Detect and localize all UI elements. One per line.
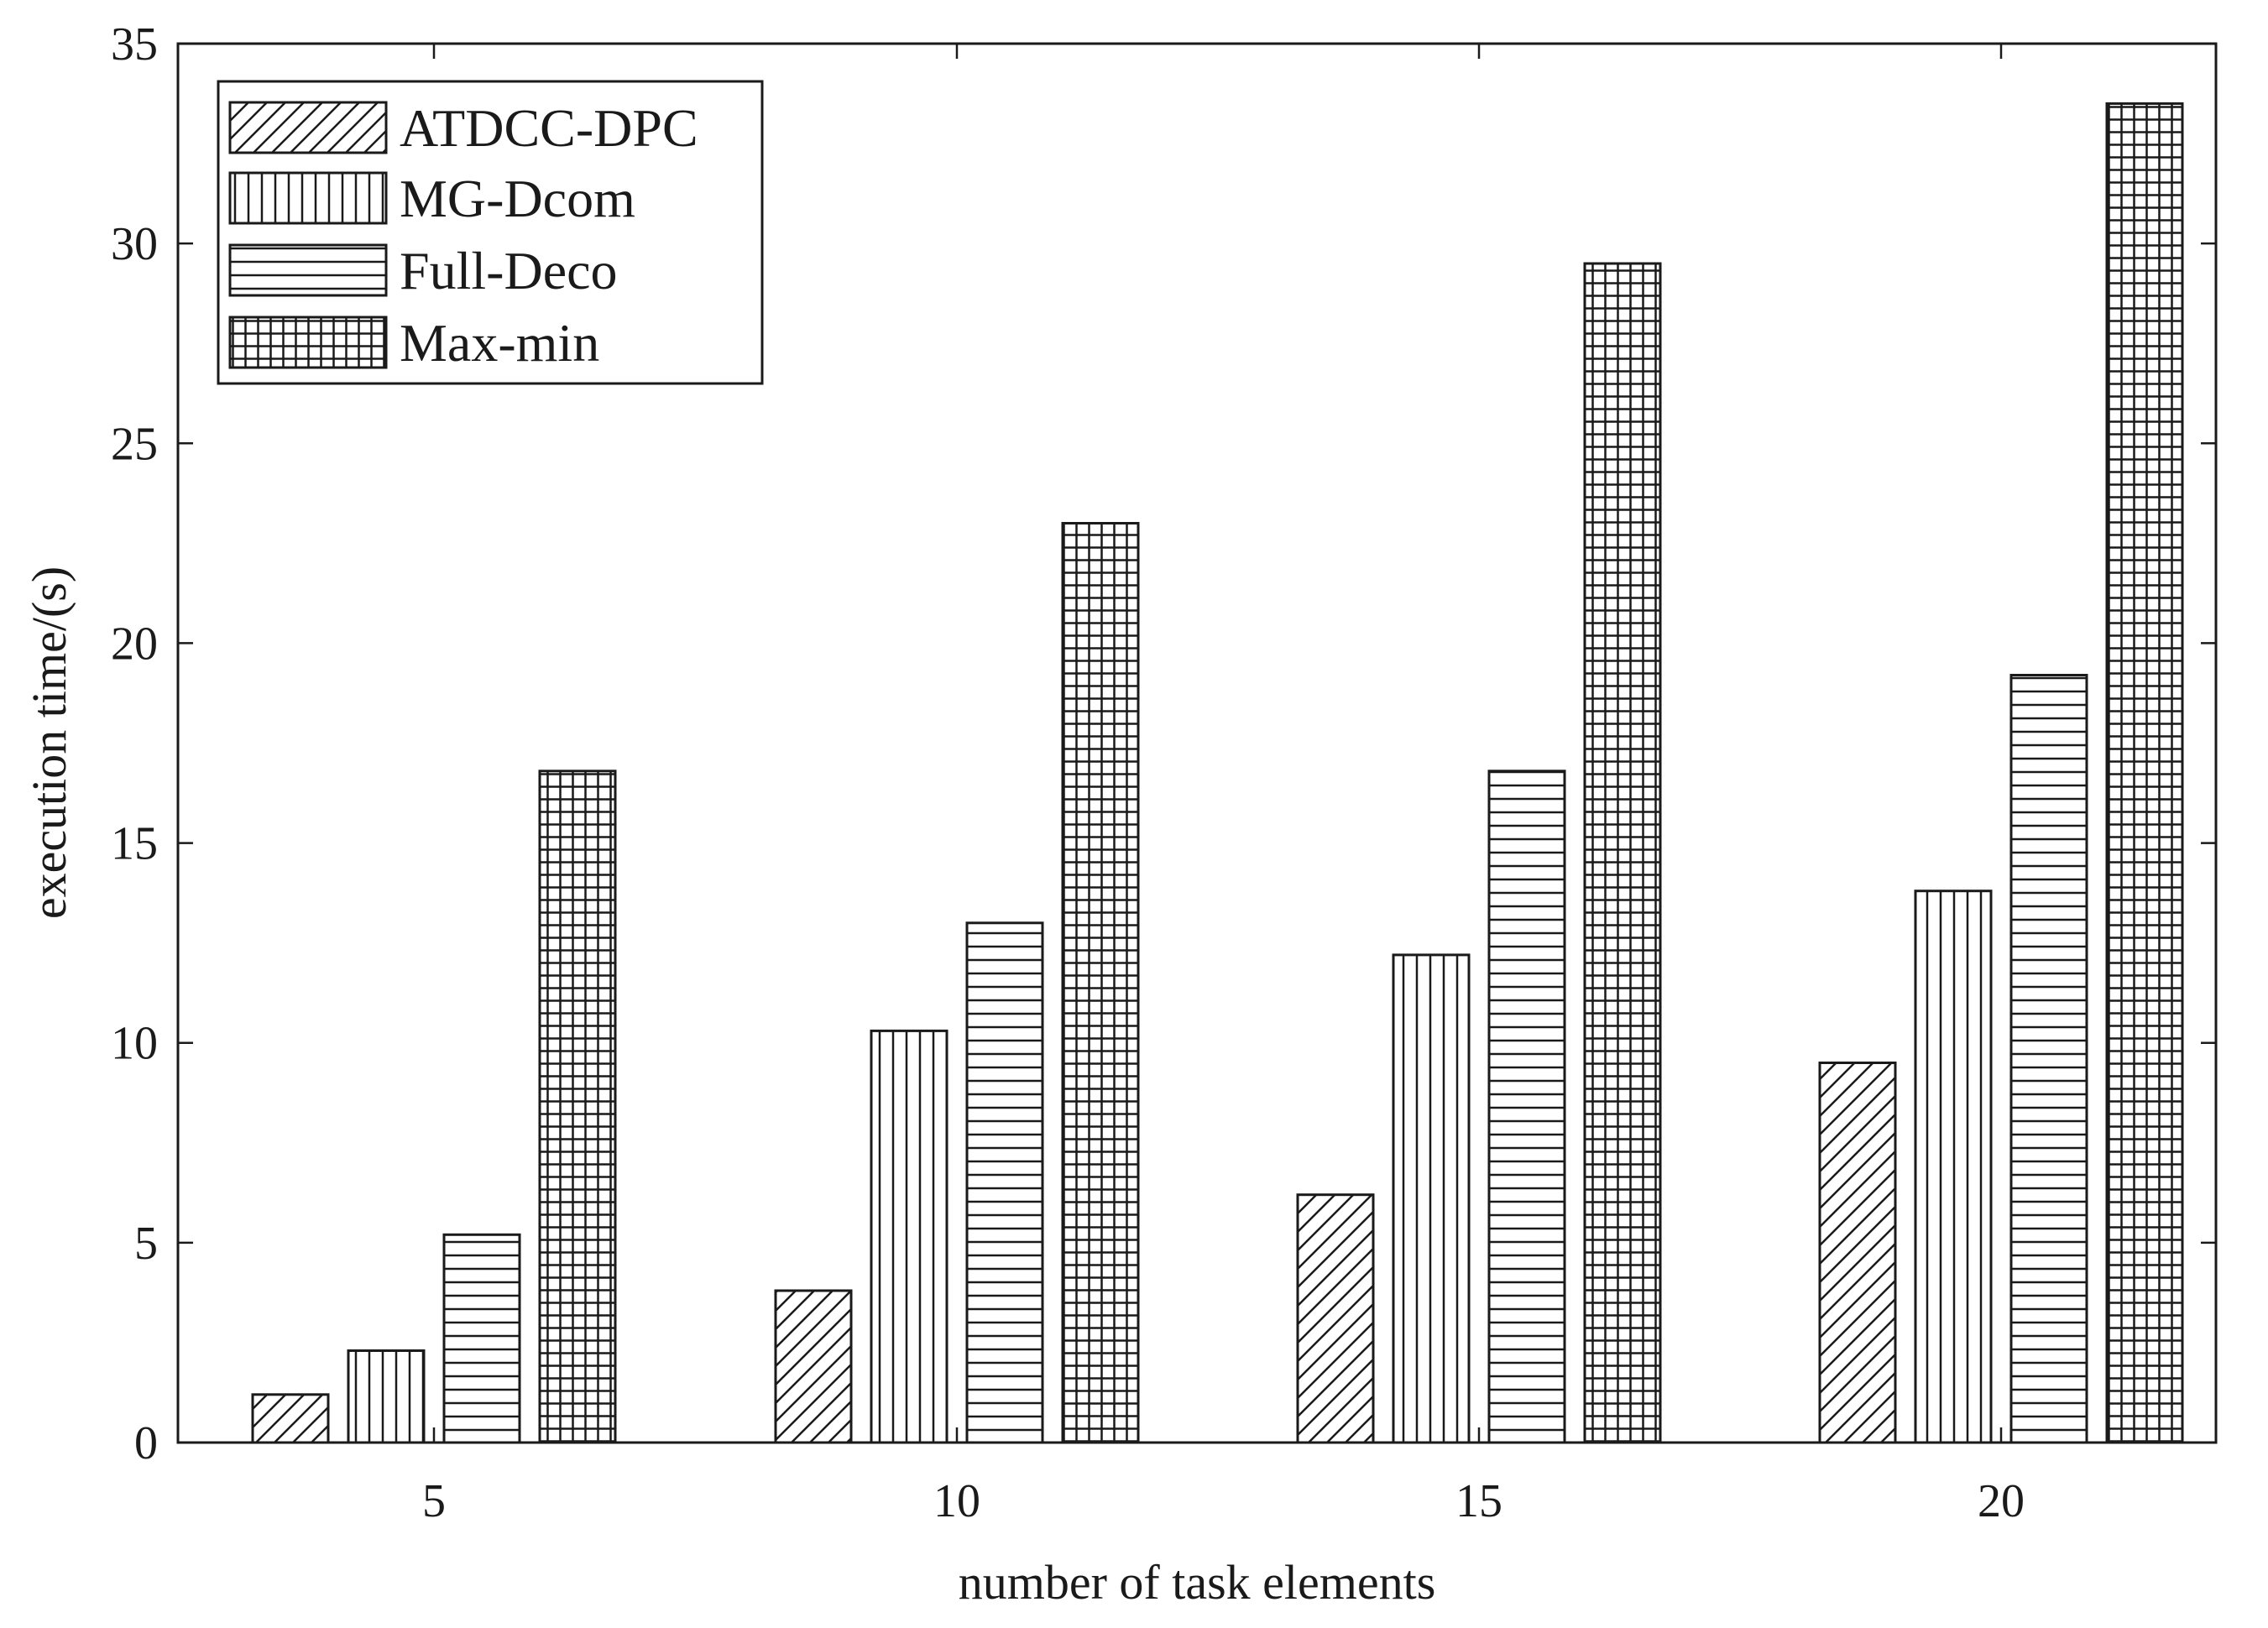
- bar-atdcc-dpc-15: [1296, 1193, 1375, 1444]
- x-tick-label: 10: [933, 1475, 980, 1527]
- legend-swatch-max-min: [228, 316, 388, 369]
- bar-max-min-15: [1583, 262, 1662, 1444]
- bar-atdcc-dpc-10: [774, 1289, 853, 1444]
- y-tick-label: 5: [134, 1218, 158, 1270]
- legend-label: ATDCC-DPC: [400, 98, 698, 158]
- legend-entries: ATDCC-DPC MG-Dcom Full-Deco Max-min: [228, 98, 698, 373]
- legend-swatch-full-deco: [228, 243, 388, 297]
- x-tick-label: 20: [1978, 1475, 2025, 1527]
- bar-full-deco-10: [965, 921, 1044, 1444]
- y-tick-label: 0: [134, 1417, 158, 1469]
- y-tick-label: 15: [111, 818, 158, 870]
- bar-full-deco-15: [1487, 770, 1566, 1444]
- bar-mg-dcom-15: [1392, 953, 1471, 1444]
- bar-max-min-20: [2105, 102, 2184, 1444]
- legend: ATDCC-DPC MG-Dcom Full-Deco Max-min: [217, 80, 764, 385]
- y-tick-label: 30: [111, 218, 158, 270]
- y-tick-label: 10: [111, 1018, 158, 1070]
- bar-full-deco-5: [442, 1233, 521, 1444]
- bar-mg-dcom-10: [870, 1029, 948, 1444]
- y-tick-label: 25: [111, 418, 158, 470]
- x-axis-title: number of task elements: [959, 1555, 1436, 1610]
- x-tick-label: 15: [1455, 1475, 1502, 1527]
- legend-swatch-atdcc-dpc: [228, 101, 388, 154]
- legend-label: Full-Deco: [400, 241, 618, 300]
- bar-atdcc-dpc-5: [251, 1393, 330, 1444]
- bar-max-min-5: [538, 770, 617, 1444]
- bar-mg-dcom-5: [347, 1349, 426, 1444]
- bar-atdcc-dpc-20: [1818, 1062, 1897, 1444]
- bar-full-deco-20: [2009, 674, 2088, 1444]
- bar-max-min-10: [1061, 522, 1140, 1444]
- legend-swatch-mg-dcom: [228, 171, 388, 225]
- y-tick-label: 20: [111, 618, 158, 670]
- y-tick-label: 35: [111, 18, 158, 70]
- y-axis-tick-labels: 0 5 10 15 20 25 30 35: [111, 18, 158, 1469]
- y-axis-title: execution time/(s): [22, 566, 76, 919]
- x-tick-label: 5: [422, 1475, 446, 1527]
- plot-frame: [176, 42, 2218, 1444]
- bar-mg-dcom-20: [1914, 890, 1993, 1444]
- legend-label: MG-Dcom: [400, 169, 635, 228]
- bars-layer: [251, 102, 2184, 1444]
- x-axis-tick-labels: 5 10 15 20: [422, 1475, 2025, 1527]
- legend-label: Max-min: [400, 313, 599, 373]
